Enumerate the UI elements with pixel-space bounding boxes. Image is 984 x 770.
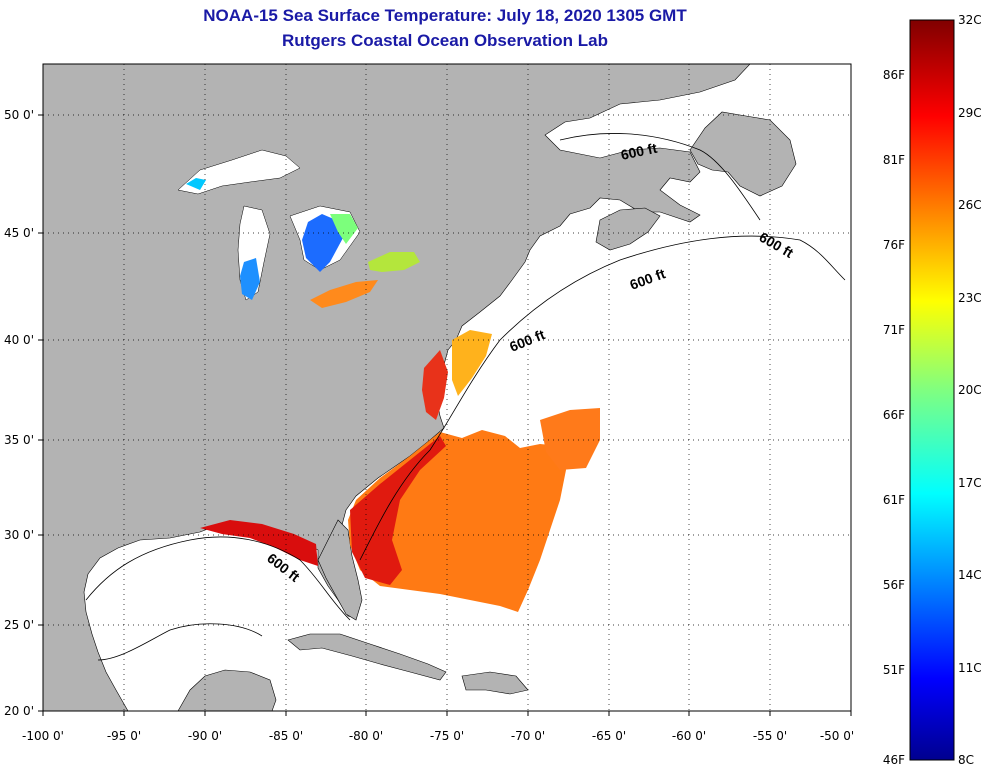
map-title: NOAA-15 Sea Surface Temperature: July 18… [203, 6, 687, 25]
lake-michigan-sst [240, 258, 260, 300]
fahrenheit-label: 56F [883, 578, 905, 592]
yucatan-land [177, 669, 277, 711]
lon-label: -50 0' [820, 729, 854, 743]
lake-ontario-sst [368, 252, 420, 272]
colorbar-celsius-labels: 32C 29C 26C 23C 20C 17C 14C 11C 8C [958, 13, 982, 767]
lon-label: -65 0' [592, 729, 626, 743]
celsius-label: 11C [958, 661, 982, 675]
fahrenheit-label: 46F [883, 753, 905, 767]
atlantic-sst-offshore-patch [540, 408, 600, 470]
fahrenheit-label: 66F [883, 408, 905, 422]
fahrenheit-label: 61F [883, 493, 905, 507]
lat-label: 25 0' [4, 618, 34, 632]
celsius-label: 23C [958, 291, 982, 305]
longitude-labels: -100 0' -95 0' -90 0' -85 0' -80 0' -75 … [22, 729, 854, 743]
isobath-contours [85, 133, 846, 661]
nova-scotia-land [595, 207, 661, 251]
lon-label: -95 0' [107, 729, 141, 743]
colorbar-fahrenheit-labels: 86F 81F 76F 71F 66F 61F 56F 51F 46F [883, 68, 905, 767]
lat-label: 40 0' [4, 333, 34, 347]
latitude-labels: 20 0' 25 0' 30 0' 35 0' 40 0' 45 0' 50 0… [4, 108, 34, 718]
lon-label: -90 0' [188, 729, 222, 743]
map-panel: 600 ft 600 ft 600 ft 600 ft 600 ft [43, 64, 851, 711]
fahrenheit-label: 81F [883, 153, 905, 167]
lon-label: -60 0' [672, 729, 706, 743]
lake-erie-sst [310, 280, 378, 308]
axis-tick-marks [38, 114, 852, 716]
lat-label: 45 0' [4, 226, 34, 240]
celsius-label: 26C [958, 198, 982, 212]
florida-peninsula [317, 519, 363, 621]
lon-label: -100 0' [22, 729, 64, 743]
lat-label: 35 0' [4, 433, 34, 447]
isobath-label-gulf-of-st-lawrence: 600 ft [619, 140, 658, 163]
lon-label: -75 0' [430, 729, 464, 743]
lat-label: 20 0' [4, 704, 34, 718]
colorbar: 32C 29C 26C 23C 20C 17C 14C 11C 8C 86F 8… [883, 13, 982, 767]
fahrenheit-label: 86F [883, 68, 905, 82]
lon-label: -70 0' [511, 729, 545, 743]
map-subtitle: Rutgers Coastal Ocean Observation Lab [282, 31, 608, 50]
atlantic-sst-warm-band [350, 436, 446, 585]
celsius-label: 20C [958, 383, 982, 397]
new-jersey-sst [452, 330, 492, 396]
celsius-label: 17C [958, 476, 982, 490]
fahrenheit-label: 76F [883, 238, 905, 252]
lat-label: 50 0' [4, 108, 34, 122]
lon-label: -85 0' [269, 729, 303, 743]
hispaniola-land [461, 671, 529, 695]
lake-superior-sst [186, 178, 206, 190]
gulf-sst-band [200, 520, 318, 566]
colorbar-gradient [909, 19, 955, 761]
lake-superior [177, 149, 301, 195]
celsius-label: 8C [958, 753, 974, 767]
celsius-label: 29C [958, 106, 982, 120]
mid-atlantic-sst [422, 350, 448, 420]
fahrenheit-label: 71F [883, 323, 905, 337]
lake-huron-sst [302, 214, 344, 272]
lake-huron-sst-edge [330, 214, 358, 244]
fahrenheit-label: 51F [883, 663, 905, 677]
celsius-label: 32C [958, 13, 982, 27]
celsius-label: 14C [958, 568, 982, 582]
newfoundland-land [689, 111, 797, 197]
cuba-land [287, 633, 447, 681]
lat-label: 30 0' [4, 528, 34, 542]
lon-label: -80 0' [349, 729, 383, 743]
lon-label: -55 0' [753, 729, 787, 743]
